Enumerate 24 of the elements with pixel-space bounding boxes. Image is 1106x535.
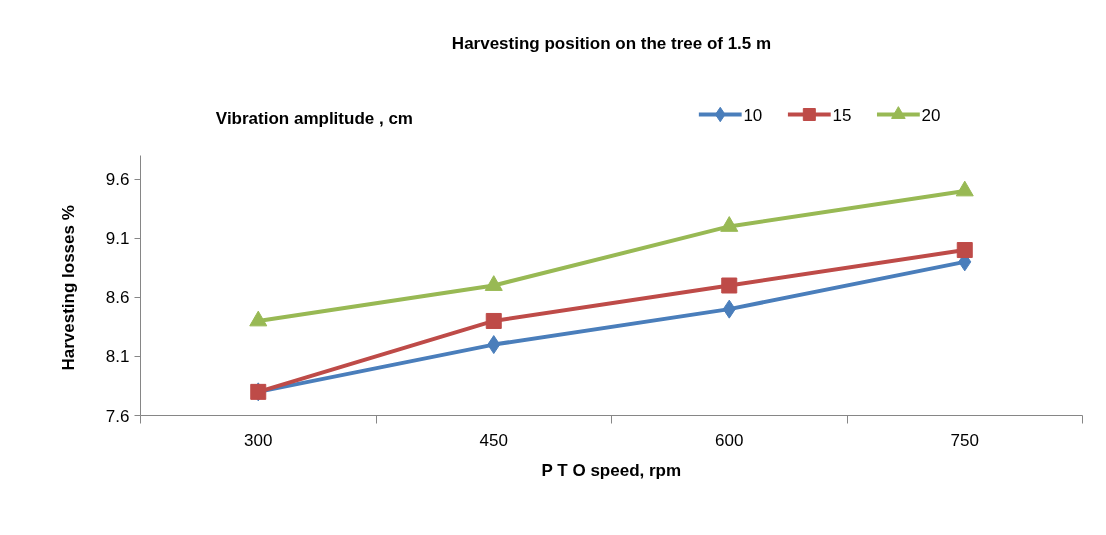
x-tick-label: 300 [244,430,273,450]
y-tick-label: 9.1 [105,229,130,249]
legend-label: 15 [832,105,852,125]
legend-label: 20 [921,105,941,125]
x-axis-title: P T O speed, rpm [541,460,682,480]
x-tick-label: 750 [950,430,979,450]
legend-label: 10 [743,105,763,125]
y-tick-label: 9.6 [105,170,130,190]
point [956,242,973,259]
legend-title: Vibration amplitude , cm [215,109,413,128]
point [487,335,501,355]
x-tick-label: 600 [715,430,744,450]
point [720,216,739,232]
y-tick-label: 8.1 [105,347,130,367]
point [485,312,502,329]
point [955,180,974,197]
point [721,277,738,294]
x-tick-label: 450 [479,430,508,450]
y-tick-label: 7.6 [105,406,130,426]
point [484,275,503,291]
point [722,299,736,319]
chart-title: Harvesting position on the tree of 1.5 m [451,34,772,53]
y-tick-label: 8.6 [105,288,130,308]
y-axis-title: Harvesting losses % [58,205,78,371]
